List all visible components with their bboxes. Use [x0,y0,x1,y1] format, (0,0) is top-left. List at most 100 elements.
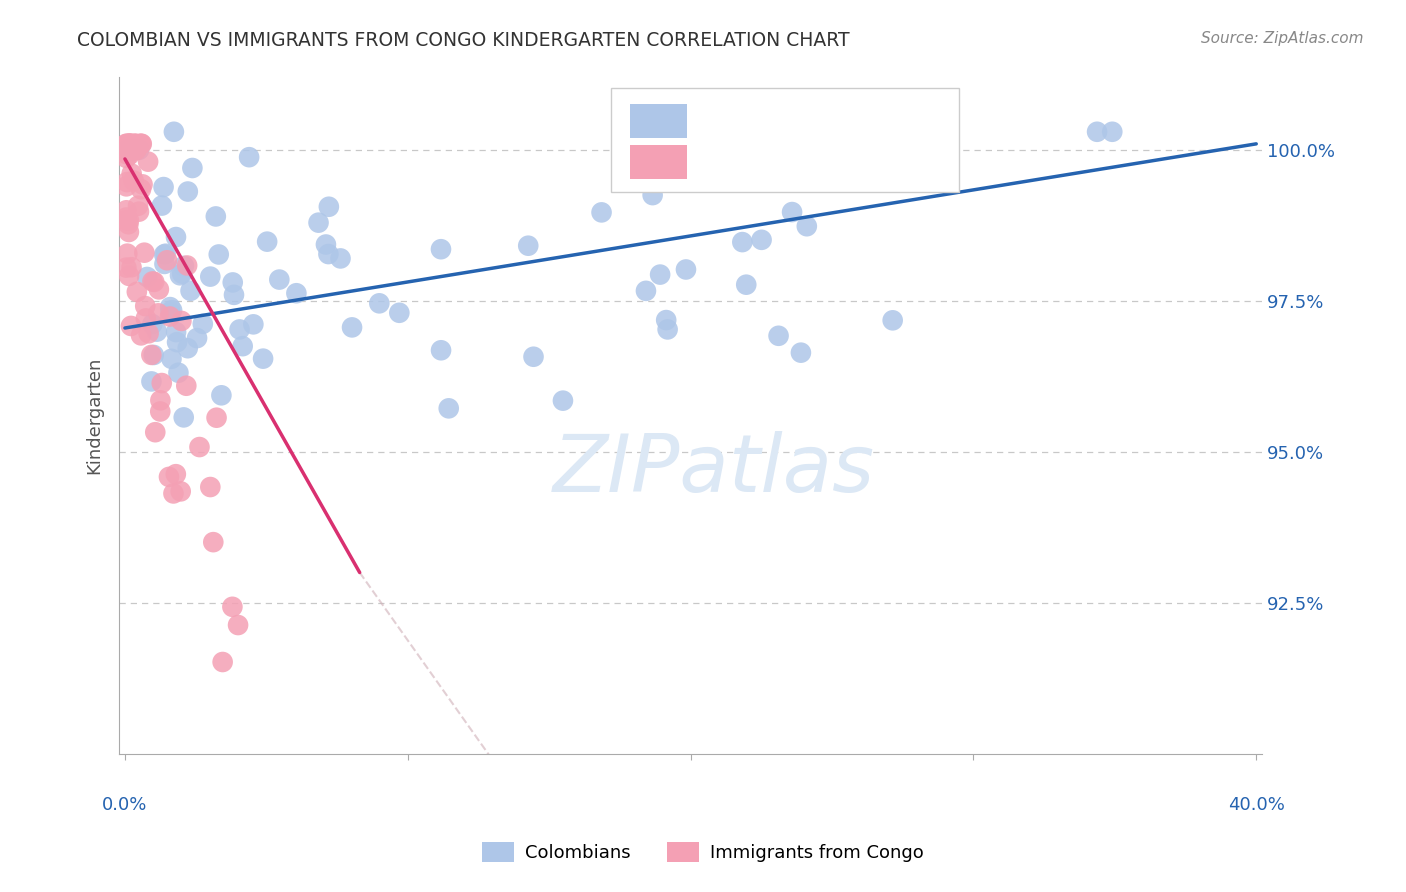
Point [128,143,150,157]
Point [125,143,148,157]
Point [790,345,813,359]
Point [121,260,143,275]
Point [675,262,697,277]
Point [522,350,544,364]
Point [222,288,245,302]
Point [141,348,163,362]
Point [121,167,143,181]
Point [136,154,159,169]
Point [176,378,198,392]
Point [200,269,222,284]
Point [226,618,249,632]
Point [177,341,200,355]
Point [117,246,139,260]
Point [205,410,228,425]
Legend: Colombians, Immigrants from Congo: Colombians, Immigrants from Congo [475,834,931,870]
Point [211,655,233,669]
Point [138,326,160,341]
Point [148,306,170,320]
Point [368,296,391,310]
Point [796,219,818,234]
Point [125,285,148,299]
Point [315,237,337,252]
Point [181,161,204,175]
Point [118,268,141,283]
Point [170,484,193,499]
Point [170,314,193,328]
Point [129,182,152,196]
Point [118,213,141,227]
Point [202,535,225,549]
Point [136,270,159,285]
Point [191,317,214,331]
Point [238,150,260,164]
Point [122,143,145,157]
Point [228,322,250,336]
Point [149,404,172,418]
Text: ZIPatlas: ZIPatlas [553,431,875,508]
Point [329,252,352,266]
Point [634,284,657,298]
Point [177,185,200,199]
Point [242,318,264,332]
Point [127,199,149,213]
Point [115,179,138,194]
Point [118,136,141,151]
Point [120,136,142,151]
Point [256,235,278,249]
Point [159,300,181,314]
Point [430,343,453,358]
Point [146,325,169,339]
Point [115,136,138,151]
Point [160,303,183,318]
Point [115,203,138,218]
Point [118,148,141,162]
Point [142,348,165,362]
Point [657,322,679,336]
Point [124,136,146,151]
Point [150,198,173,212]
Point [141,275,163,289]
Point [120,143,142,157]
Point [148,282,170,296]
Point [122,143,145,157]
Point [172,267,194,281]
Point [159,310,181,324]
Point [641,188,664,202]
Point [780,205,803,219]
Point [388,306,411,320]
Point [115,151,138,165]
Point [591,205,613,219]
Point [131,136,153,151]
Point [115,147,138,161]
Point [125,143,148,157]
Point [156,253,179,268]
Point [120,143,142,157]
Point [308,216,330,230]
Point [115,175,138,189]
Point [125,143,148,157]
Point [117,143,139,157]
Point [831,125,853,139]
Point [221,599,243,614]
Point [125,143,148,157]
Point [166,335,188,350]
Point [318,200,340,214]
Point [120,143,142,157]
Point [128,204,150,219]
Point [141,375,163,389]
Point [163,125,186,139]
Point [768,328,790,343]
Point [157,470,180,484]
Point [204,210,226,224]
Point [134,299,156,313]
Point [125,136,148,151]
Point [430,242,453,256]
Text: Source: ZipAtlas.com: Source: ZipAtlas.com [1201,31,1364,46]
Point [115,260,138,275]
Point [122,136,145,151]
Point [120,136,142,151]
Point [153,247,176,261]
Point [285,286,308,301]
Point [165,230,187,244]
